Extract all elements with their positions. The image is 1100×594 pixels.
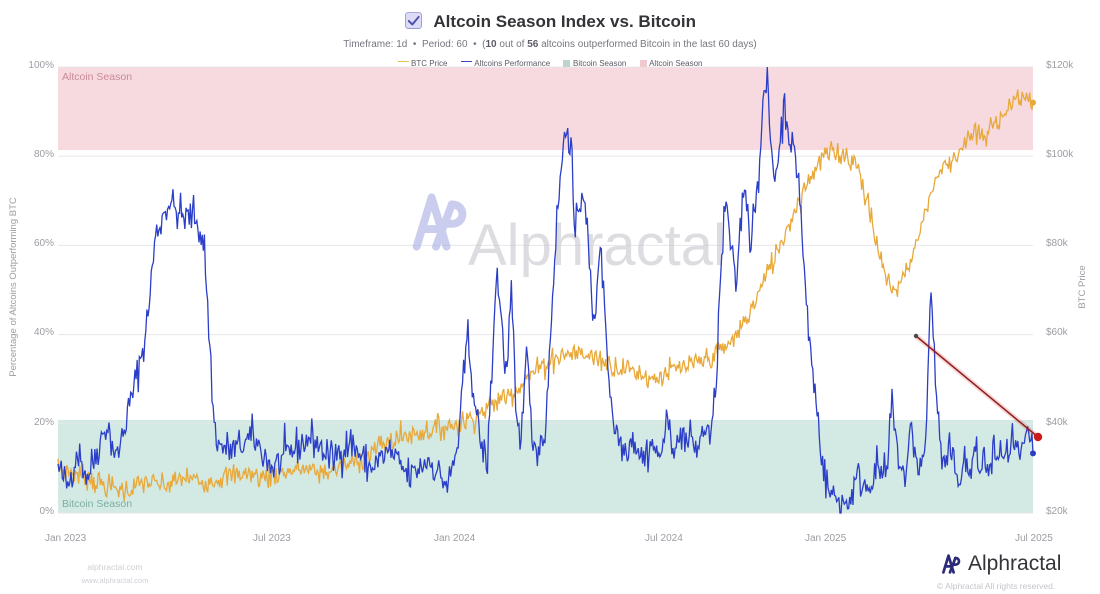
svg-text:Bitcoin Season: Bitcoin Season bbox=[62, 498, 132, 510]
svg-text:Alphractal: Alphractal bbox=[468, 213, 726, 278]
svg-text:Altcoin Season: Altcoin Season bbox=[62, 71, 132, 83]
